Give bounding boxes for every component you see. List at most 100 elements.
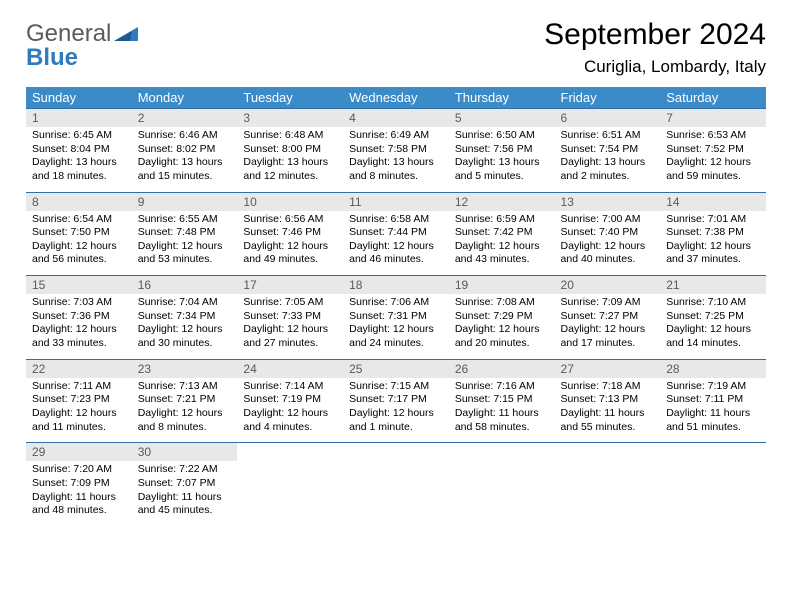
day-number: 19	[449, 276, 555, 294]
title-block: September 2024 Curiglia, Lombardy, Italy	[544, 18, 766, 77]
day-number: 8	[26, 193, 132, 211]
day-content: Sunrise: 6:53 AMSunset: 7:52 PMDaylight:…	[660, 127, 766, 192]
day-number: 24	[237, 360, 343, 378]
calendar-cell: 16Sunrise: 7:04 AMSunset: 7:34 PMDayligh…	[132, 276, 238, 360]
day-content: Sunrise: 7:19 AMSunset: 7:11 PMDaylight:…	[660, 378, 766, 443]
calendar-cell: 30Sunrise: 7:22 AMSunset: 7:07 PMDayligh…	[132, 443, 238, 526]
calendar-cell: ..	[449, 443, 555, 526]
day-number: 15	[26, 276, 132, 294]
day-content: Sunrise: 6:46 AMSunset: 8:02 PMDaylight:…	[132, 127, 238, 192]
calendar-body: 1Sunrise: 6:45 AMSunset: 8:04 PMDaylight…	[26, 109, 766, 526]
weekday-header: Thursday	[449, 87, 555, 109]
calendar-row: 22Sunrise: 7:11 AMSunset: 7:23 PMDayligh…	[26, 359, 766, 443]
day-content: Sunrise: 6:58 AMSunset: 7:44 PMDaylight:…	[343, 211, 449, 276]
day-content: Sunrise: 7:05 AMSunset: 7:33 PMDaylight:…	[237, 294, 343, 359]
calendar-cell: 19Sunrise: 7:08 AMSunset: 7:29 PMDayligh…	[449, 276, 555, 360]
calendar-cell: ..	[555, 443, 661, 526]
day-number: 11	[343, 193, 449, 211]
calendar-cell: ..	[660, 443, 766, 526]
day-number: 10	[237, 193, 343, 211]
day-content: Sunrise: 6:45 AMSunset: 8:04 PMDaylight:…	[26, 127, 132, 192]
calendar-cell: 11Sunrise: 6:58 AMSunset: 7:44 PMDayligh…	[343, 192, 449, 276]
calendar-row: 1Sunrise: 6:45 AMSunset: 8:04 PMDaylight…	[26, 109, 766, 193]
weekday-header: Friday	[555, 87, 661, 109]
calendar-cell: 29Sunrise: 7:20 AMSunset: 7:09 PMDayligh…	[26, 443, 132, 526]
day-content: Sunrise: 7:01 AMSunset: 7:38 PMDaylight:…	[660, 211, 766, 276]
month-title: September 2024	[544, 18, 766, 52]
day-number: 17	[237, 276, 343, 294]
calendar-cell: 23Sunrise: 7:13 AMSunset: 7:21 PMDayligh…	[132, 359, 238, 443]
calendar-cell: 15Sunrise: 7:03 AMSunset: 7:36 PMDayligh…	[26, 276, 132, 360]
calendar-cell: 5Sunrise: 6:50 AMSunset: 7:56 PMDaylight…	[449, 109, 555, 193]
calendar-cell: 25Sunrise: 7:15 AMSunset: 7:17 PMDayligh…	[343, 359, 449, 443]
calendar-cell: 6Sunrise: 6:51 AMSunset: 7:54 PMDaylight…	[555, 109, 661, 193]
weekday-header: Sunday	[26, 87, 132, 109]
day-number: 18	[343, 276, 449, 294]
day-content: Sunrise: 7:03 AMSunset: 7:36 PMDaylight:…	[26, 294, 132, 359]
day-content: Sunrise: 7:20 AMSunset: 7:09 PMDaylight:…	[26, 461, 132, 526]
calendar-cell: 13Sunrise: 7:00 AMSunset: 7:40 PMDayligh…	[555, 192, 661, 276]
day-number: 6	[555, 109, 661, 127]
day-number: 16	[132, 276, 238, 294]
header: General Blue September 2024 Curiglia, Lo…	[26, 18, 766, 77]
weekday-header: Tuesday	[237, 87, 343, 109]
weekday-header: Wednesday	[343, 87, 449, 109]
logo: General Blue	[26, 22, 138, 70]
day-number: 30	[132, 443, 238, 461]
day-number: 27	[555, 360, 661, 378]
weekday-header-row: SundayMondayTuesdayWednesdayThursdayFrid…	[26, 87, 766, 109]
calendar-cell: 14Sunrise: 7:01 AMSunset: 7:38 PMDayligh…	[660, 192, 766, 276]
day-content: Sunrise: 7:15 AMSunset: 7:17 PMDaylight:…	[343, 378, 449, 443]
day-number: 2	[132, 109, 238, 127]
day-content: Sunrise: 7:04 AMSunset: 7:34 PMDaylight:…	[132, 294, 238, 359]
calendar-cell: 10Sunrise: 6:56 AMSunset: 7:46 PMDayligh…	[237, 192, 343, 276]
day-number: 4	[343, 109, 449, 127]
calendar-cell: 7Sunrise: 6:53 AMSunset: 7:52 PMDaylight…	[660, 109, 766, 193]
day-content: Sunrise: 7:00 AMSunset: 7:40 PMDaylight:…	[555, 211, 661, 276]
day-number: 3	[237, 109, 343, 127]
day-number: 28	[660, 360, 766, 378]
day-content: Sunrise: 7:14 AMSunset: 7:19 PMDaylight:…	[237, 378, 343, 443]
calendar-cell: 1Sunrise: 6:45 AMSunset: 8:04 PMDaylight…	[26, 109, 132, 193]
calendar-cell: 22Sunrise: 7:11 AMSunset: 7:23 PMDayligh…	[26, 359, 132, 443]
day-number: 20	[555, 276, 661, 294]
calendar-cell: 27Sunrise: 7:18 AMSunset: 7:13 PMDayligh…	[555, 359, 661, 443]
calendar-cell: 26Sunrise: 7:16 AMSunset: 7:15 PMDayligh…	[449, 359, 555, 443]
calendar-cell: 24Sunrise: 7:14 AMSunset: 7:19 PMDayligh…	[237, 359, 343, 443]
day-content: Sunrise: 6:59 AMSunset: 7:42 PMDaylight:…	[449, 211, 555, 276]
weekday-header: Monday	[132, 87, 238, 109]
calendar-cell: ..	[343, 443, 449, 526]
day-number: 22	[26, 360, 132, 378]
day-content: Sunrise: 7:09 AMSunset: 7:27 PMDaylight:…	[555, 294, 661, 359]
calendar-row: 8Sunrise: 6:54 AMSunset: 7:50 PMDaylight…	[26, 192, 766, 276]
day-content: Sunrise: 7:13 AMSunset: 7:21 PMDaylight:…	[132, 378, 238, 443]
calendar-cell: 18Sunrise: 7:06 AMSunset: 7:31 PMDayligh…	[343, 276, 449, 360]
day-number: 9	[132, 193, 238, 211]
day-number: 29	[26, 443, 132, 461]
day-content: Sunrise: 7:16 AMSunset: 7:15 PMDaylight:…	[449, 378, 555, 443]
day-content: Sunrise: 6:50 AMSunset: 7:56 PMDaylight:…	[449, 127, 555, 192]
day-number: 7	[660, 109, 766, 127]
calendar-cell: 12Sunrise: 6:59 AMSunset: 7:42 PMDayligh…	[449, 192, 555, 276]
calendar-cell: 3Sunrise: 6:48 AMSunset: 8:00 PMDaylight…	[237, 109, 343, 193]
logo-text-blue: Blue	[26, 44, 78, 71]
logo-triangle-icon	[114, 25, 138, 46]
calendar-cell: 17Sunrise: 7:05 AMSunset: 7:33 PMDayligh…	[237, 276, 343, 360]
calendar-cell: 21Sunrise: 7:10 AMSunset: 7:25 PMDayligh…	[660, 276, 766, 360]
day-content: Sunrise: 6:54 AMSunset: 7:50 PMDaylight:…	[26, 211, 132, 276]
day-content: Sunrise: 6:55 AMSunset: 7:48 PMDaylight:…	[132, 211, 238, 276]
day-content: Sunrise: 6:48 AMSunset: 8:00 PMDaylight:…	[237, 127, 343, 192]
day-content: Sunrise: 6:49 AMSunset: 7:58 PMDaylight:…	[343, 127, 449, 192]
calendar-row: 29Sunrise: 7:20 AMSunset: 7:09 PMDayligh…	[26, 443, 766, 526]
calendar-table: SundayMondayTuesdayWednesdayThursdayFrid…	[26, 87, 766, 526]
day-number: 5	[449, 109, 555, 127]
location: Curiglia, Lombardy, Italy	[544, 57, 766, 77]
weekday-header: Saturday	[660, 87, 766, 109]
day-number: 12	[449, 193, 555, 211]
calendar-cell: ..	[237, 443, 343, 526]
day-content: Sunrise: 7:18 AMSunset: 7:13 PMDaylight:…	[555, 378, 661, 443]
day-number: 26	[449, 360, 555, 378]
day-number: 14	[660, 193, 766, 211]
calendar-cell: 8Sunrise: 6:54 AMSunset: 7:50 PMDaylight…	[26, 192, 132, 276]
day-number: 23	[132, 360, 238, 378]
